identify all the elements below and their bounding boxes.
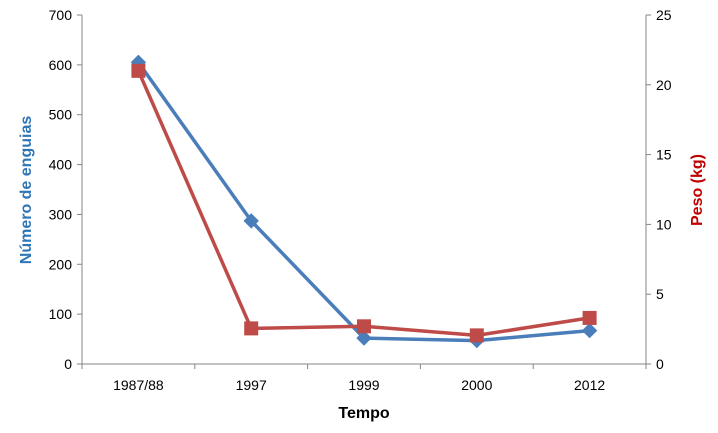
series-2-point (582, 310, 597, 325)
y-left-tick-label: 200 (49, 256, 73, 272)
x-tick-label: 2012 (574, 377, 605, 393)
series-2-line (136, 70, 590, 338)
y-left-tick-label: 700 (49, 7, 73, 23)
series-1-point (243, 213, 259, 229)
y-axis-left-title: Número de enguias (18, 116, 35, 265)
series-2-point (244, 321, 259, 336)
axes (81, 15, 647, 365)
x-tick-label: 2000 (461, 377, 492, 393)
series-2-point (357, 319, 371, 334)
y-left-tick-label: 400 (49, 157, 73, 173)
y-left-tick-label: 600 (49, 57, 73, 73)
y-left-tick-label: 100 (49, 306, 73, 322)
ticks: 0 100 200 300 400 500 600 700 0 5 10 15 20 25 1987/88 1… (49, 7, 672, 393)
y-left-tick-label: 0 (64, 356, 72, 372)
y-right-tick-label: 0 (656, 356, 664, 372)
y-right-tick-label: 20 (656, 77, 672, 93)
x-tick-label: 1997 (236, 377, 267, 393)
series-1-point (356, 330, 372, 346)
x-tick-label: 1999 (348, 377, 379, 393)
series-2-point (131, 63, 146, 78)
series (130, 54, 598, 349)
y-right-tick-label: 5 (656, 286, 664, 302)
y-right-tick-label: 25 (656, 7, 672, 23)
y-right-tick-label: 15 (656, 147, 672, 163)
x-tick-label: 1987/88 (113, 377, 164, 393)
y-axis-right-title: Peso (kg) (689, 154, 706, 226)
x-axis-title: Tempo (338, 405, 389, 422)
series-1-point (581, 322, 598, 339)
y-right-tick-label: 10 (656, 216, 672, 232)
series-1-line (136, 61, 590, 343)
y-left-tick-label: 300 (49, 206, 73, 222)
y-left-tick-label: 500 (49, 107, 73, 123)
series-2-point (469, 328, 484, 343)
